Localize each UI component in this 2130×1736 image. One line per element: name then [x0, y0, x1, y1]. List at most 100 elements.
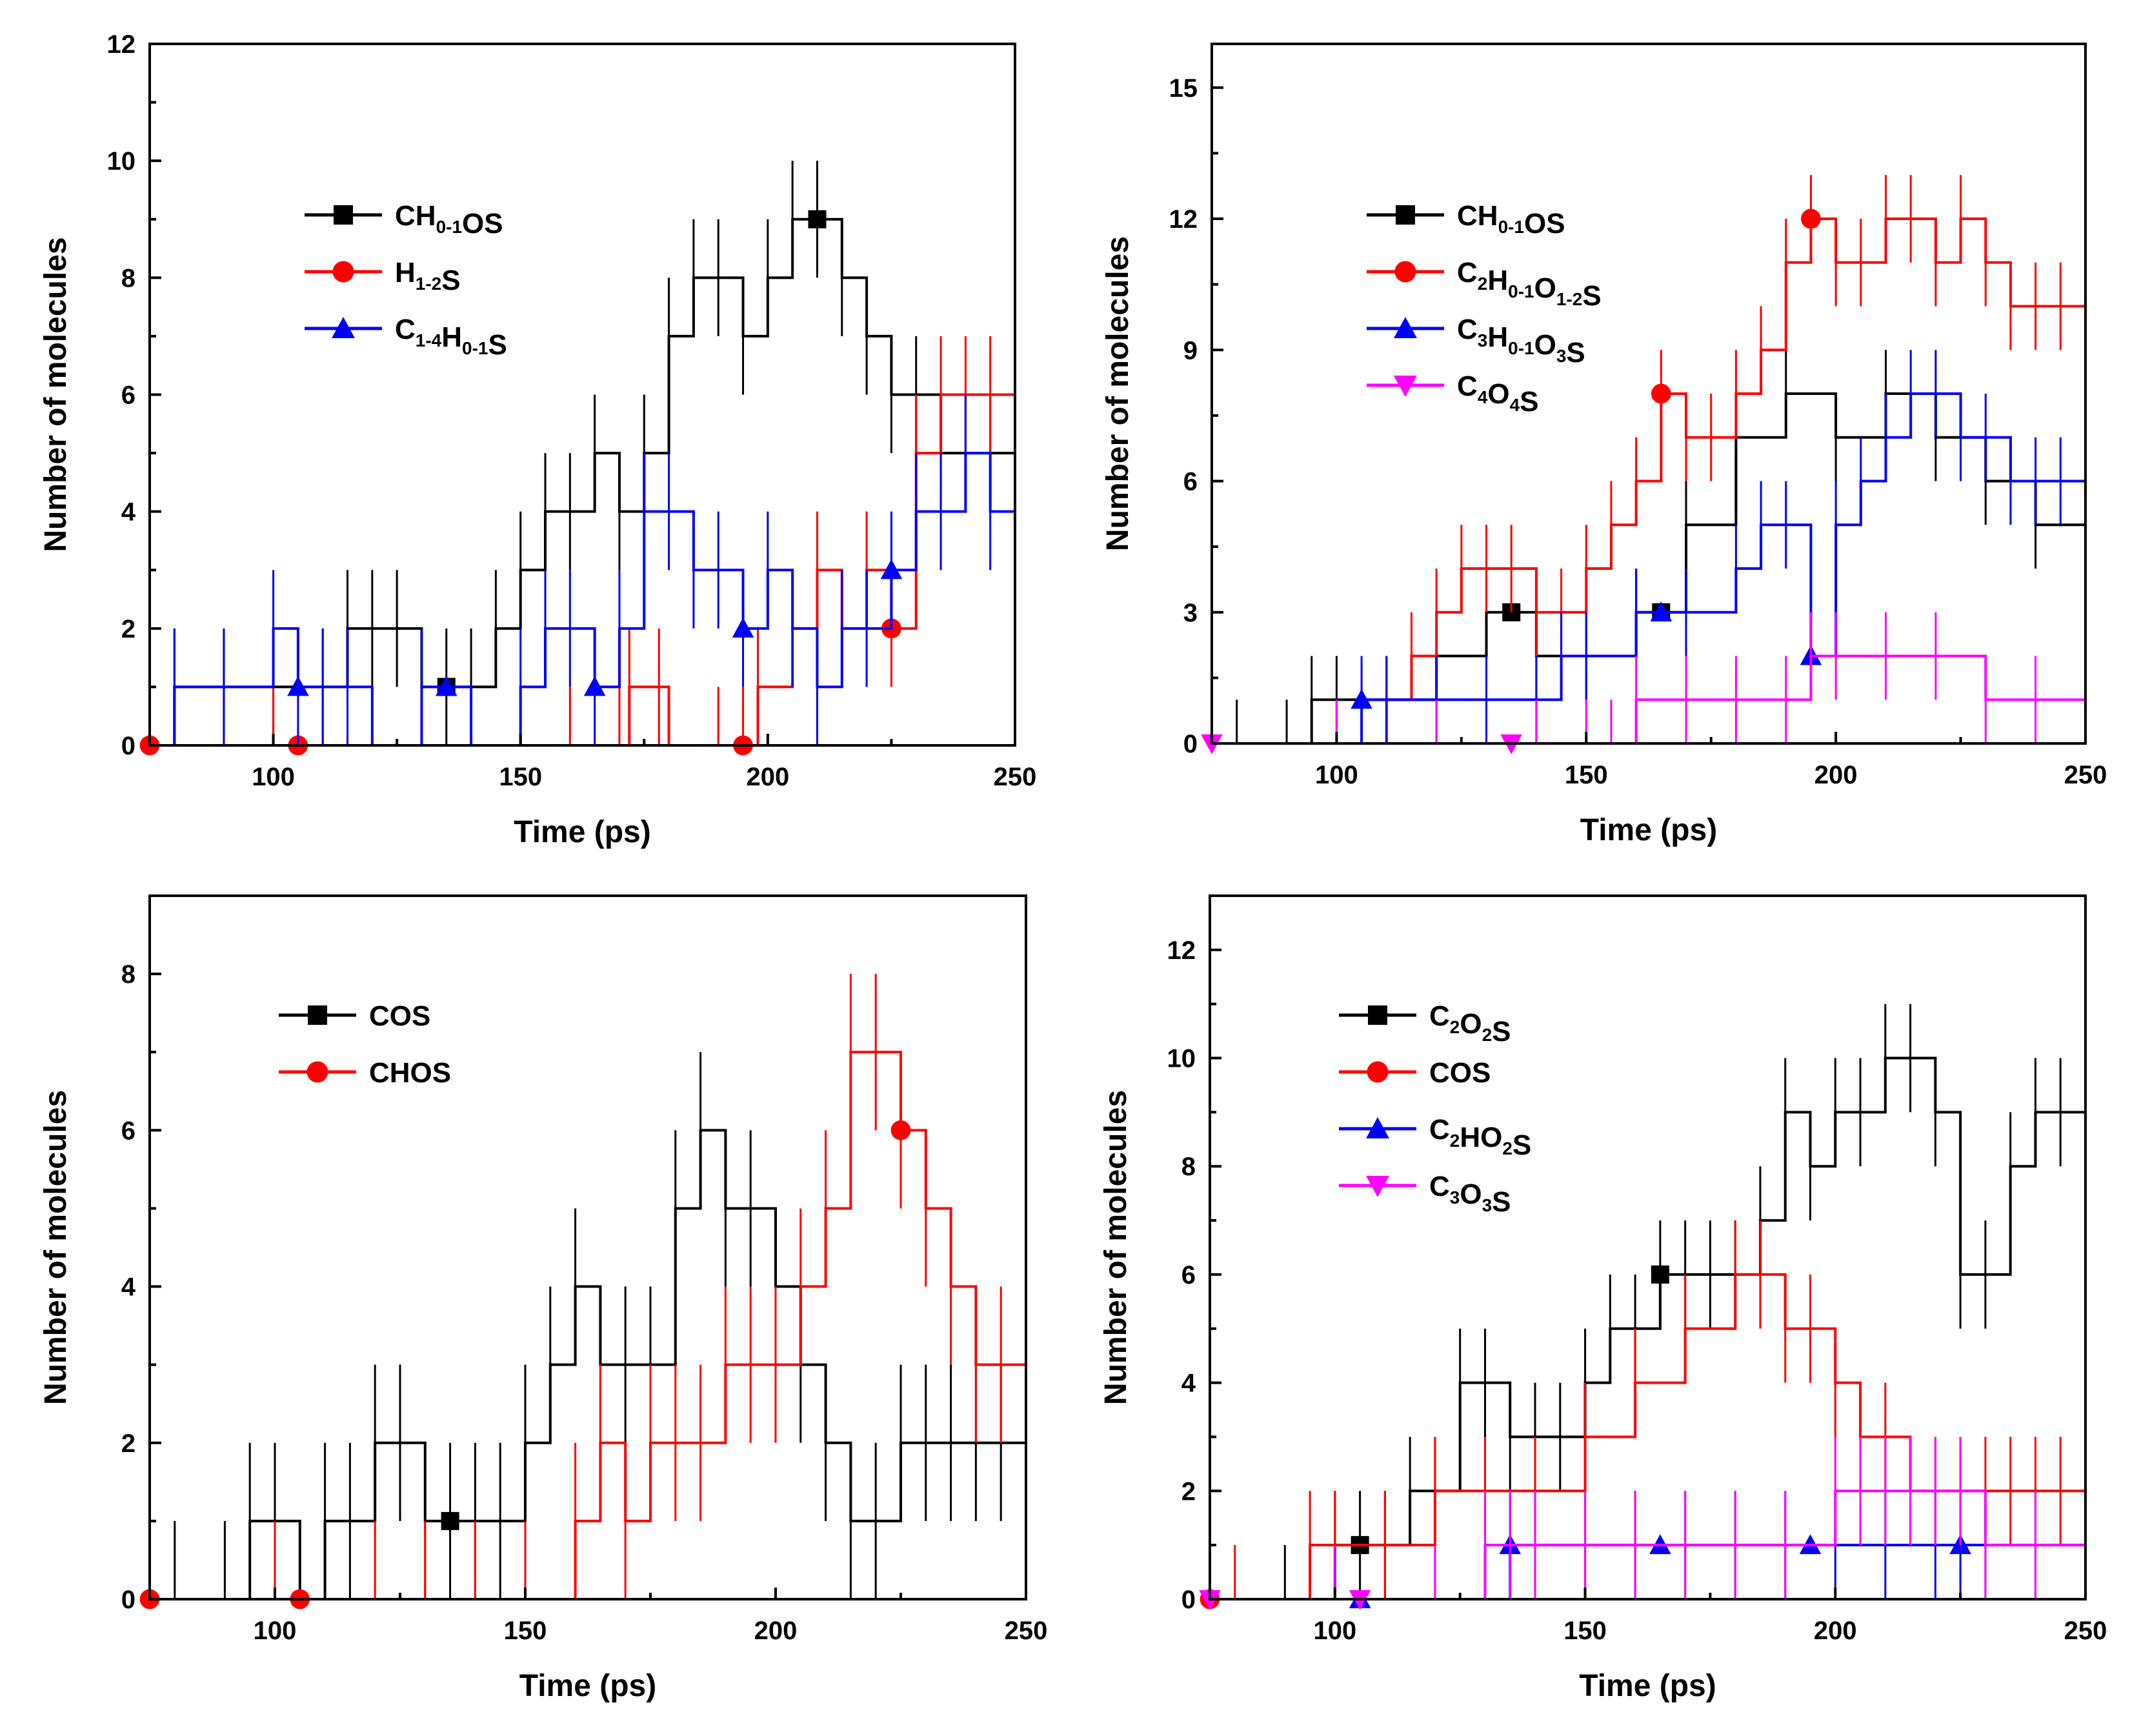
y-tick-label: 8	[1181, 1153, 1196, 1181]
x-tick-label: 150	[504, 1617, 547, 1645]
y-axis-title: Number of molecules	[1099, 1090, 1133, 1405]
series-marker-C3H0-1O3S	[1650, 601, 1673, 621]
chart-panel-bottom-right: 100 150 200 250 0 2 4 6 8 10 12 Time (ps) Number of …	[1099, 894, 2107, 1703]
legend: CH0-1OS H1-2S C1-4H0-1S	[305, 200, 507, 361]
legend-label-CH0-1OS: CH0-1OS	[1457, 200, 1565, 239]
y-tick-label: 8	[121, 264, 136, 292]
x-axis-title: Time (ps)	[1580, 813, 1717, 847]
series-line-C2H0-1O1-2S	[1212, 217, 2085, 745]
legend-label-C4O4S: C4O4S	[1457, 370, 1539, 418]
series-marker-C1-4H0-1S	[732, 618, 754, 638]
y-axis-title: Number of molecules	[39, 1090, 73, 1405]
series-line-C1-4H0-1S	[150, 452, 1015, 747]
y-tick-label: 10	[1167, 1045, 1196, 1073]
x-tick-label: 250	[1005, 1617, 1048, 1645]
legend-label-C2H0-1O1-2S: C2H0-1O1-2S	[1457, 257, 1602, 312]
series-marker-C3H0-1O3S	[1351, 689, 1372, 709]
plot-frame	[148, 43, 1016, 747]
legend-label-H1-2S: H1-2S	[395, 257, 461, 296]
legend-marker-H1-2S	[332, 261, 354, 283]
series-line-COS	[150, 1129, 1027, 1600]
x-tick-label: 200	[1814, 1617, 1857, 1645]
chart-panel-top-right: 100 150 200 250 0 3 6 9 12 15 Time (ps) Number of m…	[1101, 43, 2107, 847]
y-tick-label: 12	[1169, 205, 1198, 234]
y-tick-label: 6	[1183, 468, 1198, 496]
x-axis-title: Time (ps)	[1579, 1669, 1716, 1703]
y-tick-label: 4	[121, 498, 136, 527]
x-axis-title: Time (ps)	[519, 1669, 656, 1703]
legend-label-COS: COS	[369, 1000, 430, 1032]
legend-marker-CH0-1OS	[334, 205, 353, 225]
x-tick-label: 100	[1315, 761, 1358, 789]
series-line-H1-2S	[150, 393, 1016, 747]
y-tick-label: 2	[121, 1429, 136, 1458]
y-tick-label: 0	[1183, 730, 1198, 758]
y-axis-title: Number of molecules	[39, 237, 73, 552]
series-marker-C1-4H0-1S	[435, 676, 457, 696]
legend-marker-C2HO2S	[1366, 1117, 1389, 1138]
chart-panel-top-left: 100 150 200 250 0 2 4 6 8 10 12 Time (ps) Number of …	[39, 30, 1036, 849]
x-tick-label: 100	[1313, 1617, 1356, 1645]
plot-frame	[1211, 43, 2087, 745]
legend-label-C2HO2S: C2HO2S	[1429, 1114, 1531, 1161]
series-marker-C2H0-1O1-2S	[1651, 383, 1671, 404]
series-line-C3H0-1O3S	[1212, 392, 2087, 745]
series-marker-CHOS	[890, 1120, 911, 1140]
y-tick-label: 3	[1183, 599, 1198, 627]
y-tick-label: 10	[107, 147, 136, 176]
series-marker-C2O2S	[1651, 1265, 1669, 1284]
x-tick-label: 100	[254, 1617, 297, 1645]
legend-marker-C3O3S	[1366, 1176, 1389, 1197]
legend-marker-CHOS	[306, 1061, 328, 1083]
y-tick-label: 6	[1181, 1261, 1196, 1289]
legend-marker-C3H0-1O3S	[1394, 317, 1417, 338]
y-tick-label: 0	[121, 1586, 136, 1614]
series-marker-C1-4H0-1S	[880, 559, 903, 580]
legend-marker-C1-4H0-1S	[332, 317, 355, 338]
y-tick-label: 6	[121, 381, 136, 410]
y-tick-label: 2	[1181, 1477, 1196, 1506]
x-tick-label: 150	[1565, 761, 1608, 789]
legend-label-C2O2S: C2O2S	[1429, 1000, 1511, 1047]
legend-label-CH0-1OS: CH0-1OS	[395, 200, 503, 239]
y-tick-label: 15	[1169, 74, 1198, 103]
series-marker-CH0-1OS	[808, 210, 827, 228]
series-marker-C1-4H0-1S	[287, 676, 309, 696]
y-tick-label: 0	[1181, 1586, 1196, 1614]
legend-label-CHOS: CHOS	[369, 1057, 451, 1089]
y-axis-title: Number of molecules	[1101, 236, 1135, 551]
x-tick-label: 200	[1814, 761, 1858, 789]
plot-frame	[148, 894, 1027, 1600]
series-line-C2O2S	[1210, 1056, 2085, 1600]
legend-label-C3O3S: C3O3S	[1429, 1171, 1511, 1218]
legend-marker-C2H0-1O1-2S	[1394, 261, 1416, 283]
x-tick-label: 150	[499, 763, 542, 791]
x-tick-label: 250	[994, 763, 1037, 791]
y-tick-label: 0	[121, 732, 136, 760]
legend-marker-C4O4S	[1394, 376, 1417, 397]
y-tick-label: 4	[121, 1273, 136, 1302]
series-line-CH0-1OS	[150, 217, 1016, 747]
y-tick-label: 12	[107, 30, 136, 59]
x-tick-label: 100	[252, 763, 295, 791]
x-tick-label: 250	[2064, 1617, 2107, 1645]
x-axis-title: Time (ps)	[514, 815, 650, 849]
chart-panel-bottom-left: 100 150 200 250 0 2 4 6 8 Time (ps) Number of mole…	[39, 894, 1048, 1703]
series-marker-COS	[441, 1511, 459, 1530]
x-tick-label: 150	[1563, 1617, 1607, 1645]
y-tick-label: 2	[121, 615, 136, 643]
y-tick-label: 8	[121, 960, 136, 989]
legend: COS CHOS	[279, 1000, 451, 1089]
legend-label-C3H0-1O3S: C3H0-1O3S	[1457, 314, 1585, 368]
legend-marker-COS	[308, 1005, 327, 1025]
legend-marker-C2O2S	[1368, 1005, 1387, 1025]
y-tick-label: 9	[1183, 336, 1198, 365]
legend-label-C1-4H0-1S: C1-4H0-1S	[395, 314, 507, 361]
y-tick-label: 12	[1167, 936, 1196, 965]
y-tick-label: 4	[1181, 1369, 1196, 1398]
series-line-CH0-1OS	[1212, 392, 2087, 745]
x-tick-label: 200	[746, 763, 789, 791]
legend: C2O2S COS C2HO2S C3O3S	[1339, 1000, 1531, 1218]
